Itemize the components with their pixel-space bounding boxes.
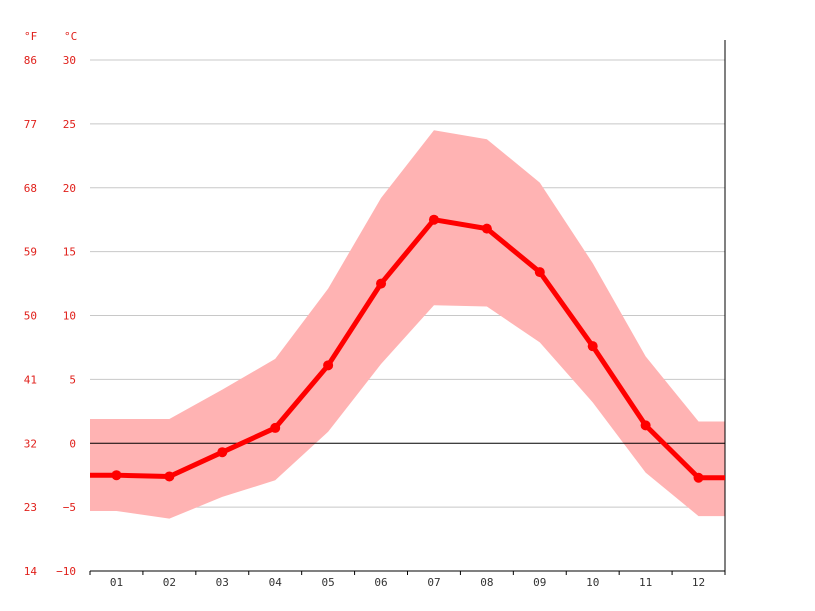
average-point — [323, 360, 334, 371]
average-point — [270, 422, 281, 433]
x-ticks — [89, 571, 726, 575]
average-point — [481, 223, 492, 234]
x-tick-label: 11 — [639, 576, 652, 589]
y-tick-label-celsius: 20 — [63, 182, 76, 195]
y-labels: 86 30 77 25 68 20 59 15 50 10 41 5 32 0 23 −5 14 −10 — [24, 54, 76, 578]
x-tick-label: 10 — [586, 576, 599, 589]
y-tick-label-celsius: −5 — [63, 501, 76, 514]
average-point — [164, 471, 175, 482]
x-tick-label: 12 — [692, 576, 705, 589]
y-tick-label-fahrenheit: 41 — [24, 373, 37, 386]
y-tick-label-fahrenheit: 77 — [24, 118, 37, 131]
x-tick-label: 09 — [533, 576, 546, 589]
y-tick-label-fahrenheit: 23 — [24, 501, 37, 514]
y-tick-label-celsius: 25 — [63, 118, 76, 131]
x-tick-label: 02 — [163, 576, 176, 589]
y-tick-label-celsius: 30 — [63, 54, 76, 67]
y-tick-label-celsius: −10 — [56, 565, 76, 578]
average-point — [587, 341, 598, 352]
y-tick-label-fahrenheit: 32 — [24, 437, 37, 450]
x-labels: 01 02 03 04 05 06 07 08 09 10 11 12 — [110, 576, 705, 589]
x-tick-label: 05 — [322, 576, 335, 589]
average-point — [534, 267, 545, 278]
y-tick-label-celsius: 15 — [63, 246, 76, 259]
average-point — [693, 472, 704, 483]
y-tick-label-celsius: 0 — [69, 437, 76, 450]
y-tick-label-fahrenheit: 50 — [24, 310, 37, 323]
x-tick-label: 08 — [480, 576, 493, 589]
unit-celsius: °C — [64, 30, 77, 43]
average-point — [111, 470, 122, 481]
average-point — [217, 447, 228, 458]
temperature-range-band — [90, 130, 725, 519]
x-tick-label: 04 — [269, 576, 283, 589]
average-point — [428, 214, 439, 225]
y-tick-label-fahrenheit: 68 — [24, 182, 37, 195]
average-point — [640, 420, 651, 431]
x-tick-label: 07 — [427, 576, 440, 589]
average-points — [111, 214, 704, 483]
y-tick-label-fahrenheit: 59 — [24, 246, 37, 259]
x-tick-label: 06 — [374, 576, 387, 589]
x-tick-label: 03 — [216, 576, 229, 589]
y-tick-label-celsius: 10 — [63, 310, 76, 323]
average-point — [376, 278, 387, 289]
y-tick-label-celsius: 5 — [69, 373, 76, 386]
x-tick-label: 01 — [110, 576, 123, 589]
y-tick-label-fahrenheit: 14 — [24, 565, 38, 578]
average-temperature-line — [90, 217, 725, 481]
y-tick-label-fahrenheit: 86 — [24, 54, 37, 67]
unit-fahrenheit: °F — [24, 30, 37, 43]
